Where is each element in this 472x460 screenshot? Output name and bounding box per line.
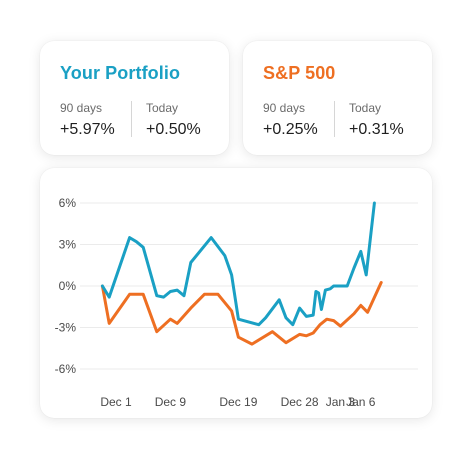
y-tick-label: 3% xyxy=(59,238,77,252)
sp500-series-line xyxy=(100,281,383,346)
y-tick-label: 6% xyxy=(59,196,77,210)
x-tick-label: Dec 9 xyxy=(155,395,187,409)
performance-chart: 6% 3% 0% -3% -6% Dec 1 Dec 9 Dec 19 Dec 28 Jan 3J… xyxy=(55,196,418,409)
x-tick-label: Dec 28 xyxy=(281,395,319,409)
portfolio-90-days-stat: 90 days +5.97% xyxy=(60,101,115,139)
portfolio-90-days-label: 90 days xyxy=(60,101,103,115)
sp500-stat-divider xyxy=(334,101,335,137)
portfolio-title: Your Portfolio xyxy=(60,63,181,83)
portfolio-today-label: Today xyxy=(146,101,179,115)
sp500-today-label: Today xyxy=(349,101,382,115)
x-tick-label: Jan 3 xyxy=(326,395,356,409)
sp500-90-days-label: 90 days xyxy=(263,101,306,115)
portfolio-series-line xyxy=(100,201,376,327)
x-tick-label: Dec 19 xyxy=(219,395,257,409)
sp500-today-stat: Today +0.31% xyxy=(349,101,404,139)
portfolio-card: Your Portfolio 90 days +5.97% Today +0.5… xyxy=(40,41,229,155)
sp500-90-days-value: +0.25% xyxy=(263,121,318,138)
y-tick-label: -3% xyxy=(55,321,77,335)
sp500-card: S&P 500 90 days +0.25% Today +0.31% xyxy=(243,41,432,155)
portfolio-today-value: +0.50% xyxy=(146,121,201,138)
portfolio-90-days-value: +5.97% xyxy=(60,121,115,138)
y-tick-label: 0% xyxy=(59,279,77,293)
sp500-today-value: +0.31% xyxy=(349,121,404,138)
x-tick-label: Jan 6 xyxy=(346,395,376,409)
portfolio-today-stat: Today +0.50% xyxy=(146,101,201,139)
x-tick-label: Dec 1 xyxy=(100,395,132,409)
sp500-title: S&P 500 xyxy=(263,63,336,83)
y-tick-label: -6% xyxy=(55,362,77,376)
portfolio-stat-divider xyxy=(131,101,132,137)
sp500-90-days-stat: 90 days +0.25% xyxy=(263,101,318,139)
